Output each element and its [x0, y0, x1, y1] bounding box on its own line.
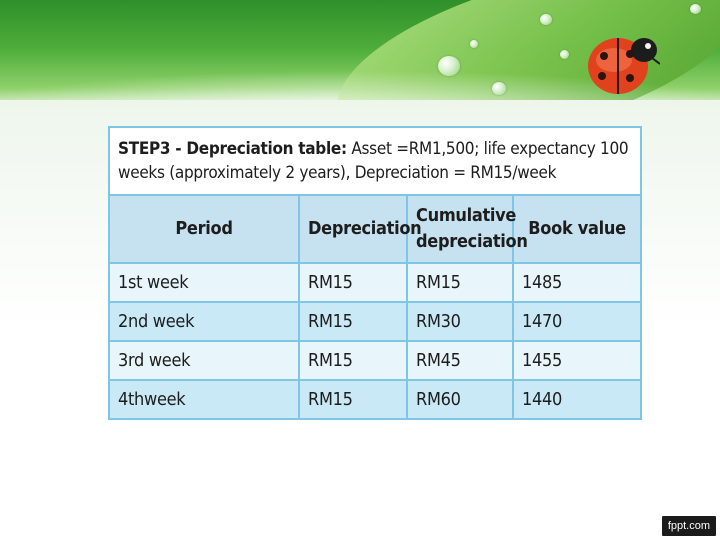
cell-cumulative: RM15: [406, 262, 514, 303]
table-row: 4thweek RM15 RM60 1440: [108, 379, 643, 420]
cell-period: 3rd week: [108, 340, 300, 381]
cell-cumulative: RM30: [406, 301, 514, 342]
water-drop-icon: [540, 14, 552, 25]
table-row: 2nd week RM15 RM30 1470: [108, 301, 643, 342]
brand-badge[interactable]: fppt.com: [661, 516, 716, 536]
water-drop-icon: [438, 56, 460, 76]
water-drop-icon: [470, 40, 478, 48]
cell-period: 1st week: [108, 262, 300, 303]
cell-book-value: 1485: [511, 262, 643, 303]
table-header-row: Period Depreciation Cumulative depreciat…: [108, 194, 643, 264]
cell-book-value: 1470: [511, 301, 643, 342]
water-drop-icon: [560, 50, 569, 59]
water-drop-icon: [492, 82, 506, 95]
cell-depreciation: RM15: [298, 262, 408, 303]
depreciation-table: STEP3 - Depreciation table: Asset =RM1,5…: [107, 126, 643, 420]
column-header-cumulative-depreciation: Cumulative depreciation: [406, 194, 528, 264]
column-header-book-value: Book value: [511, 194, 643, 264]
table-title-text: Asset =RM1,500; life expectancy 100 week…: [118, 139, 629, 183]
column-header-period: Period: [108, 194, 300, 264]
cell-period: 4thweek: [108, 379, 300, 420]
table-title-bold: STEP3 - Depreciation table:: [118, 139, 347, 159]
header-banner: [0, 0, 720, 110]
cell-depreciation: RM15: [298, 379, 408, 420]
table-row: 3rd week RM15 RM45 1455: [108, 340, 643, 381]
cell-cumulative: RM60: [406, 379, 514, 420]
cell-depreciation: RM15: [298, 340, 408, 381]
cell-cumulative: RM45: [406, 340, 514, 381]
cell-book-value: 1455: [511, 340, 643, 381]
table-title: STEP3 - Depreciation table: Asset =RM1,5…: [107, 126, 643, 196]
cell-period: 2nd week: [108, 301, 300, 342]
water-drop-icon: [690, 4, 701, 14]
cell-depreciation: RM15: [298, 301, 408, 342]
ladybug-icon: [588, 38, 660, 94]
depreciation-table-image: STEP3 - Depreciation table: Asset =RM1,5…: [107, 126, 643, 424]
column-header-depreciation: Depreciation: [298, 194, 422, 264]
cell-book-value: 1440: [511, 379, 643, 420]
table-row: 1st week RM15 RM15 1485: [108, 262, 643, 303]
